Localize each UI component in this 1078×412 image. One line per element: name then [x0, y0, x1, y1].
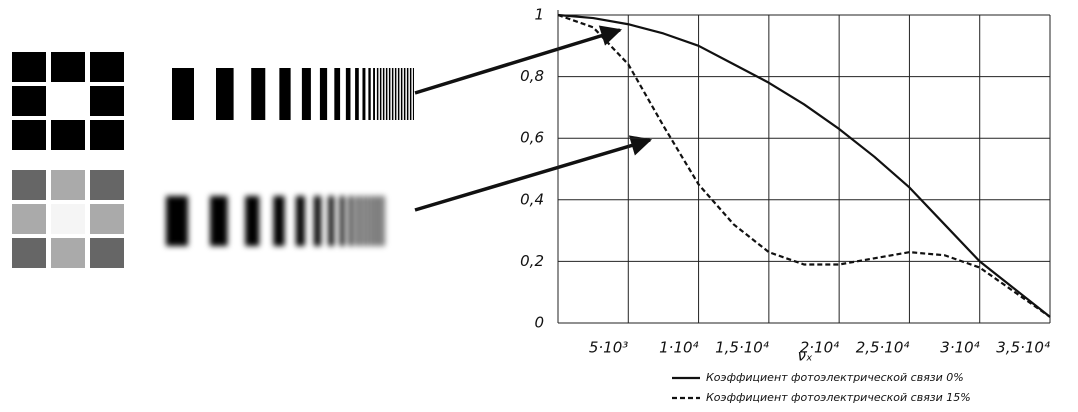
x-tick-label: 3·10⁴: [940, 339, 979, 357]
stripe: [346, 68, 351, 120]
stripe: [210, 196, 228, 246]
pixel-grid-blurred: [12, 170, 124, 268]
stripe: [395, 68, 397, 120]
stripe: [334, 68, 340, 120]
stripe-pattern-blurred: [166, 196, 384, 246]
stripe: [368, 68, 370, 120]
stripe: [383, 196, 385, 246]
stripe: [413, 68, 414, 120]
stripe: [302, 68, 311, 120]
y-tick-label: 0,4: [520, 190, 544, 208]
stripe: [367, 196, 369, 246]
stripe: [166, 196, 188, 246]
y-tick-label: 1: [534, 6, 544, 24]
x-tick-label: 2,5·10⁴: [856, 339, 910, 357]
stripe: [245, 196, 259, 246]
stripe: [328, 196, 334, 246]
x-tick-label: 1,5·10⁴: [715, 339, 769, 357]
stripe: [273, 196, 284, 246]
chart: νₓ 00,20,40,60,815·10³1·10⁴1,5·10⁴2·10⁴2…: [0, 0, 1078, 412]
stripe: [380, 68, 382, 120]
x-tick-label: 1·10⁴: [659, 339, 698, 357]
legend-label: Коэффициент фотоэлектрической связи 0%: [706, 371, 964, 384]
stripe: [371, 196, 373, 246]
stripe: [398, 68, 400, 120]
y-tick-label: 0: [534, 314, 544, 332]
legend-label: Коэффициент фотоэлектрической связи 15%: [706, 391, 971, 404]
stripe: [386, 68, 388, 120]
stripe: [340, 196, 345, 246]
stripe: [356, 196, 359, 246]
stripe: [377, 196, 379, 246]
stripe: [296, 196, 305, 246]
stripe: [389, 68, 391, 120]
stripe: [410, 68, 412, 120]
x-tick-label: 2·10⁴: [800, 339, 839, 357]
stripe: [374, 196, 376, 246]
stripe: [377, 68, 379, 120]
line-series: [558, 15, 1050, 317]
stripe: [404, 68, 406, 120]
stripe: [349, 196, 353, 246]
stripe: [392, 68, 394, 120]
stripe: [407, 68, 409, 120]
stripe-pattern-sharp: [172, 68, 414, 120]
arrow: [415, 30, 620, 93]
stripe: [314, 196, 321, 246]
stripe: [216, 68, 234, 120]
y-tick-label: 0,2: [520, 252, 544, 270]
y-tick-label: 0,8: [520, 67, 544, 85]
stripe: [362, 68, 365, 120]
stripe: [251, 68, 265, 120]
stripe: [373, 68, 375, 120]
stripe: [383, 68, 385, 120]
y-tick-label: 0,6: [520, 129, 544, 147]
x-tick-label: 3,5·10⁴: [996, 339, 1050, 357]
stripe: [380, 196, 382, 246]
stripe: [320, 68, 327, 120]
stripe: [362, 196, 364, 246]
stripe: [401, 68, 403, 120]
x-tick-label: 5·10³: [589, 339, 628, 357]
line-series: [558, 15, 1050, 317]
stripe: [279, 68, 290, 120]
stripe: [355, 68, 359, 120]
pixel-grid-sharp: [10, 50, 126, 150]
stripe: [172, 68, 194, 120]
